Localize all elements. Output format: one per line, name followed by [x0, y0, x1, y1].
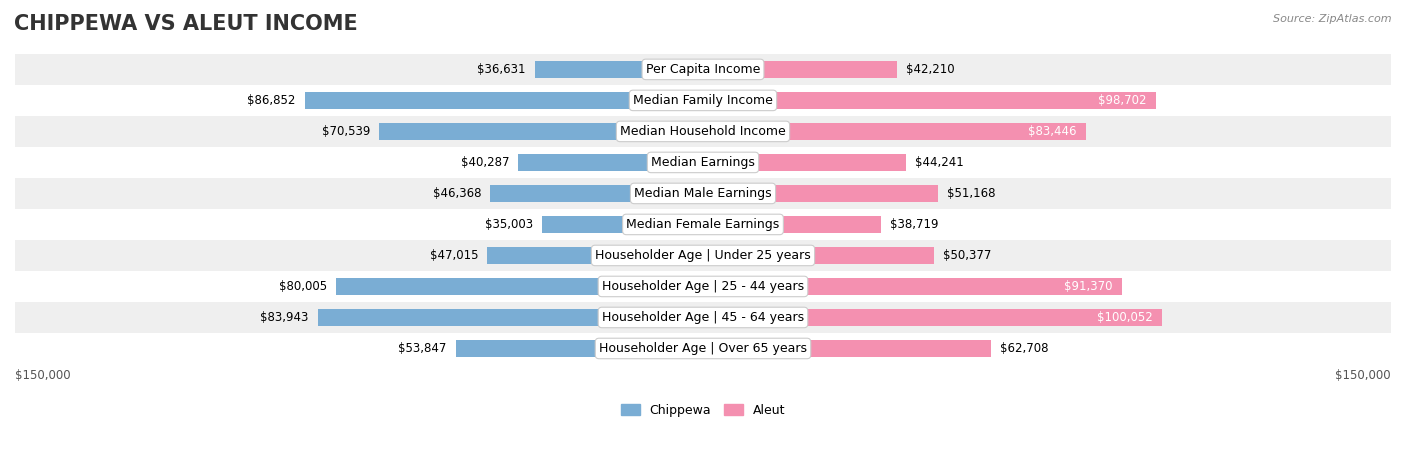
Text: $42,210: $42,210: [905, 63, 955, 76]
Bar: [543, 216, 703, 233]
Text: $36,631: $36,631: [477, 63, 526, 76]
Bar: [318, 309, 703, 326]
Bar: [519, 154, 703, 171]
Text: $53,847: $53,847: [398, 342, 447, 355]
Bar: [305, 92, 703, 109]
Text: Median Family Income: Median Family Income: [633, 94, 773, 107]
Bar: [336, 278, 703, 295]
Text: $86,852: $86,852: [247, 94, 295, 107]
Text: Householder Age | 25 - 44 years: Householder Age | 25 - 44 years: [602, 280, 804, 293]
Bar: [703, 154, 905, 171]
Text: CHIPPEWA VS ALEUT INCOME: CHIPPEWA VS ALEUT INCOME: [14, 14, 357, 34]
Legend: Chippewa, Aleut: Chippewa, Aleut: [616, 399, 790, 422]
Bar: [456, 340, 703, 357]
Bar: [380, 123, 703, 140]
Text: $46,368: $46,368: [433, 187, 481, 200]
Text: Median Household Income: Median Household Income: [620, 125, 786, 138]
Bar: [15, 302, 1391, 333]
Text: $35,003: $35,003: [485, 218, 533, 231]
Text: $150,000: $150,000: [15, 368, 70, 382]
Text: $44,241: $44,241: [915, 156, 965, 169]
Text: $150,000: $150,000: [1336, 368, 1391, 382]
Bar: [15, 209, 1391, 240]
Bar: [703, 92, 1156, 109]
Bar: [703, 247, 934, 264]
Text: Median Female Earnings: Median Female Earnings: [627, 218, 779, 231]
Text: $62,708: $62,708: [1000, 342, 1049, 355]
Bar: [15, 147, 1391, 178]
Bar: [15, 178, 1391, 209]
Bar: [15, 85, 1391, 116]
Bar: [703, 309, 1161, 326]
Bar: [703, 216, 880, 233]
Text: $50,377: $50,377: [943, 249, 991, 262]
Bar: [15, 333, 1391, 364]
Text: Median Male Earnings: Median Male Earnings: [634, 187, 772, 200]
Bar: [536, 61, 703, 78]
Text: $91,370: $91,370: [1064, 280, 1114, 293]
Text: $83,943: $83,943: [260, 311, 309, 324]
Text: $40,287: $40,287: [461, 156, 509, 169]
Text: Median Earnings: Median Earnings: [651, 156, 755, 169]
Text: Householder Age | Over 65 years: Householder Age | Over 65 years: [599, 342, 807, 355]
Bar: [488, 247, 703, 264]
Bar: [15, 240, 1391, 271]
Text: $51,168: $51,168: [946, 187, 995, 200]
Bar: [703, 340, 991, 357]
Bar: [703, 123, 1085, 140]
Text: $83,446: $83,446: [1028, 125, 1077, 138]
Bar: [15, 54, 1391, 85]
Bar: [703, 278, 1122, 295]
Text: Householder Age | 45 - 64 years: Householder Age | 45 - 64 years: [602, 311, 804, 324]
Text: Per Capita Income: Per Capita Income: [645, 63, 761, 76]
Text: $38,719: $38,719: [890, 218, 938, 231]
Text: $100,052: $100,052: [1097, 311, 1153, 324]
Text: $80,005: $80,005: [278, 280, 326, 293]
Bar: [15, 271, 1391, 302]
Bar: [15, 116, 1391, 147]
Bar: [491, 185, 703, 202]
Bar: [703, 61, 897, 78]
Text: $98,702: $98,702: [1098, 94, 1146, 107]
Text: Householder Age | Under 25 years: Householder Age | Under 25 years: [595, 249, 811, 262]
Text: $47,015: $47,015: [430, 249, 478, 262]
Text: $70,539: $70,539: [322, 125, 370, 138]
Text: Source: ZipAtlas.com: Source: ZipAtlas.com: [1274, 14, 1392, 24]
Bar: [703, 185, 938, 202]
